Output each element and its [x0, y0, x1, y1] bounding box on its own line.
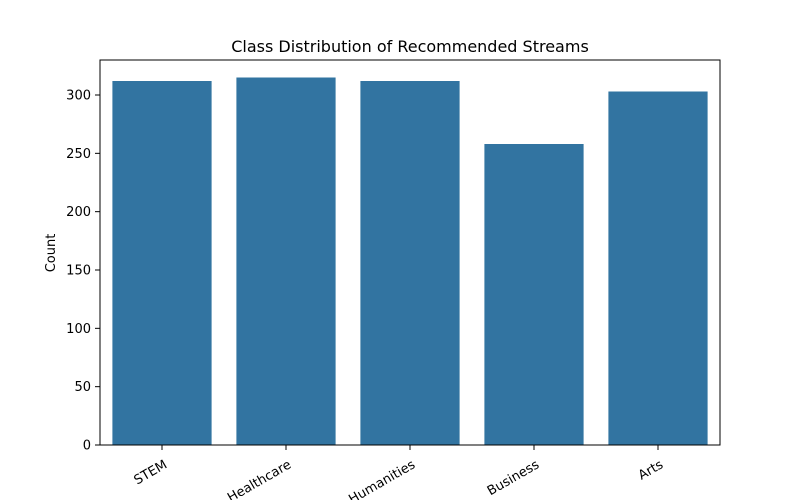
- bars-layer: [112, 77, 708, 445]
- chart-title: Class Distribution of Recommended Stream…: [231, 37, 589, 56]
- x-axis: STEM Healthcare Humanities Business Arts: [132, 445, 666, 504]
- y-axis-label: Count: [44, 234, 59, 273]
- bar-business: [484, 144, 584, 445]
- y-tick-label: 150: [66, 264, 91, 279]
- y-tick-label: 250: [66, 147, 91, 162]
- x-tick-label: Healthcare: [225, 457, 294, 500]
- bar-stem: [112, 81, 212, 445]
- x-tick-label: Arts: [636, 457, 666, 483]
- plot-frame: [99, 59, 721, 446]
- y-tick-label: 50: [74, 380, 91, 395]
- bar-healthcare: [236, 77, 336, 445]
- bar-arts: [608, 91, 708, 445]
- y-tick-label: 300: [66, 89, 91, 104]
- x-tick-label: STEM: [132, 457, 170, 488]
- y-axis: 0 50 100 150 200 250 300: [66, 89, 100, 454]
- x-tick-label: Business: [485, 457, 542, 499]
- y-tick-label: 200: [66, 205, 91, 220]
- y-tick-label: 100: [66, 322, 91, 337]
- bar-humanities: [360, 81, 460, 445]
- x-tick-label: Humanities: [346, 457, 418, 500]
- y-tick-label: 0: [83, 439, 91, 454]
